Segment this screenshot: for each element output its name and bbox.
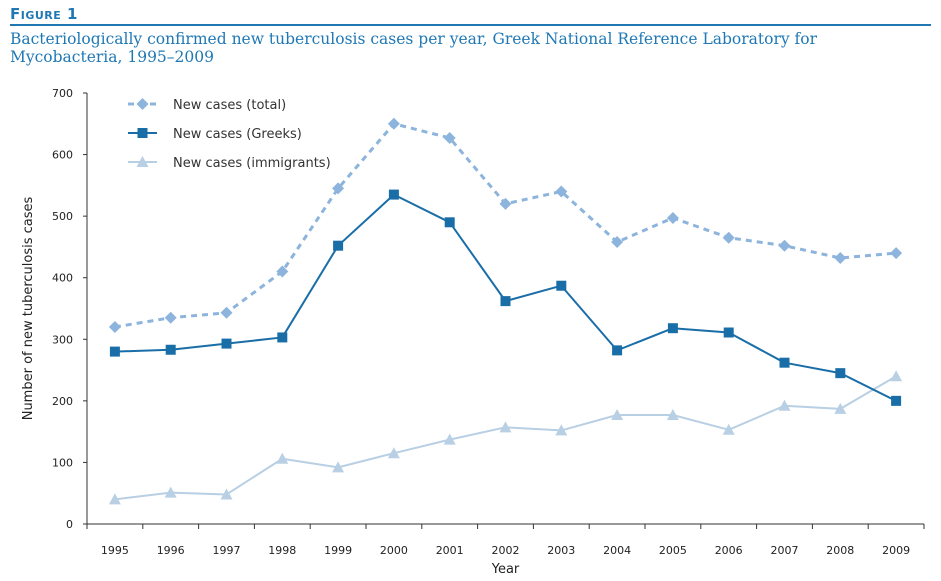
data-point bbox=[276, 265, 289, 278]
data-point bbox=[891, 395, 902, 406]
data-point bbox=[499, 197, 512, 210]
data-point bbox=[778, 399, 791, 411]
legend-label: New cases (total) bbox=[173, 98, 286, 113]
data-point bbox=[277, 332, 288, 343]
data-point bbox=[333, 240, 344, 251]
data-point bbox=[387, 447, 400, 459]
series-line bbox=[114, 375, 897, 501]
data-point bbox=[611, 409, 624, 421]
data-point bbox=[220, 306, 233, 319]
data-point bbox=[611, 236, 624, 249]
y-tick-label: 700 bbox=[52, 87, 73, 100]
y-axis-ticks: 0 100 200 300 400 500 600 700 bbox=[52, 87, 87, 531]
y-tick-label: 0 bbox=[66, 518, 73, 531]
x-tick-label: 1997 bbox=[213, 544, 241, 557]
series-diamond bbox=[108, 117, 903, 333]
data-point bbox=[555, 424, 568, 436]
data-point bbox=[890, 247, 903, 260]
legend: New cases (total) New cases (Greeks) New c… bbox=[128, 98, 331, 171]
x-axis-ticks: 1995 1996 1997 1998 1999 2000 2001 2002 2003 2004… bbox=[86, 524, 925, 557]
legend-item: New cases (Greeks) bbox=[128, 127, 302, 142]
series-layer bbox=[108, 117, 903, 505]
legend-label: New cases (immigrants) bbox=[173, 156, 331, 171]
x-tick-label: 1995 bbox=[101, 544, 129, 557]
data-point bbox=[220, 488, 233, 500]
data-point bbox=[443, 131, 456, 144]
y-axis-title: Number of new tuberculosis cases bbox=[21, 196, 36, 420]
x-tick-label: 2007 bbox=[771, 544, 799, 557]
x-tick-label: 2003 bbox=[547, 544, 575, 557]
data-point bbox=[276, 452, 289, 464]
legend-swatch-marker bbox=[137, 128, 148, 138]
x-tick-label: 2004 bbox=[603, 544, 631, 557]
legend-swatch-marker bbox=[136, 156, 149, 167]
legend-item: New cases (immigrants) bbox=[128, 156, 331, 171]
y-tick-label: 500 bbox=[52, 210, 73, 223]
y-tick-label: 400 bbox=[52, 272, 73, 285]
x-tick-label: 1998 bbox=[268, 544, 296, 557]
data-point bbox=[388, 189, 399, 200]
data-point bbox=[332, 461, 345, 473]
data-point bbox=[834, 402, 847, 414]
y-tick-label: 200 bbox=[52, 395, 73, 408]
axes bbox=[86, 93, 924, 525]
legend-swatch-marker bbox=[136, 98, 149, 110]
y-tick-label: 100 bbox=[52, 456, 73, 469]
data-point bbox=[723, 327, 734, 338]
figure-label: Figure 1 bbox=[10, 5, 78, 23]
x-tick-label: 2000 bbox=[380, 544, 408, 557]
data-point bbox=[779, 357, 790, 368]
data-point bbox=[387, 117, 400, 130]
x-tick-label: 2002 bbox=[492, 544, 520, 557]
data-point bbox=[108, 493, 121, 505]
data-point bbox=[778, 239, 791, 252]
legend-label: New cases (Greeks) bbox=[173, 127, 302, 142]
data-point bbox=[722, 231, 735, 244]
series-square bbox=[109, 189, 902, 406]
series-triangle bbox=[108, 370, 903, 505]
data-point bbox=[835, 368, 846, 379]
chart-title: Bacteriologically confirmed new tubercul… bbox=[10, 30, 818, 66]
data-point bbox=[108, 320, 121, 333]
data-point bbox=[164, 311, 177, 324]
data-point bbox=[834, 252, 847, 265]
data-point bbox=[443, 433, 456, 445]
data-point bbox=[164, 486, 177, 498]
data-point bbox=[666, 211, 679, 224]
data-point bbox=[890, 370, 903, 382]
data-point bbox=[556, 280, 567, 291]
data-point bbox=[722, 423, 735, 435]
data-point bbox=[221, 338, 232, 349]
x-tick-label: 2005 bbox=[659, 544, 687, 557]
data-point bbox=[555, 185, 568, 198]
title-rule bbox=[10, 24, 931, 26]
x-tick-label: 2006 bbox=[715, 544, 743, 557]
data-point bbox=[667, 323, 678, 334]
data-point bbox=[666, 409, 679, 421]
data-point bbox=[444, 217, 455, 228]
data-point bbox=[612, 345, 623, 356]
data-point bbox=[109, 346, 120, 357]
legend-item: New cases (total) bbox=[128, 98, 286, 113]
x-tick-label: 1999 bbox=[324, 544, 352, 557]
x-tick-label: 2001 bbox=[436, 544, 464, 557]
data-point bbox=[332, 182, 345, 195]
data-point bbox=[500, 296, 511, 307]
y-tick-label: 300 bbox=[52, 333, 73, 346]
x-tick-label: 1996 bbox=[157, 544, 185, 557]
y-tick-label: 600 bbox=[52, 149, 73, 162]
x-tick-label: 2008 bbox=[826, 544, 854, 557]
data-point bbox=[165, 344, 176, 355]
data-point bbox=[499, 421, 512, 433]
x-axis-title: Year bbox=[491, 562, 520, 577]
x-tick-label: 2009 bbox=[882, 544, 910, 557]
